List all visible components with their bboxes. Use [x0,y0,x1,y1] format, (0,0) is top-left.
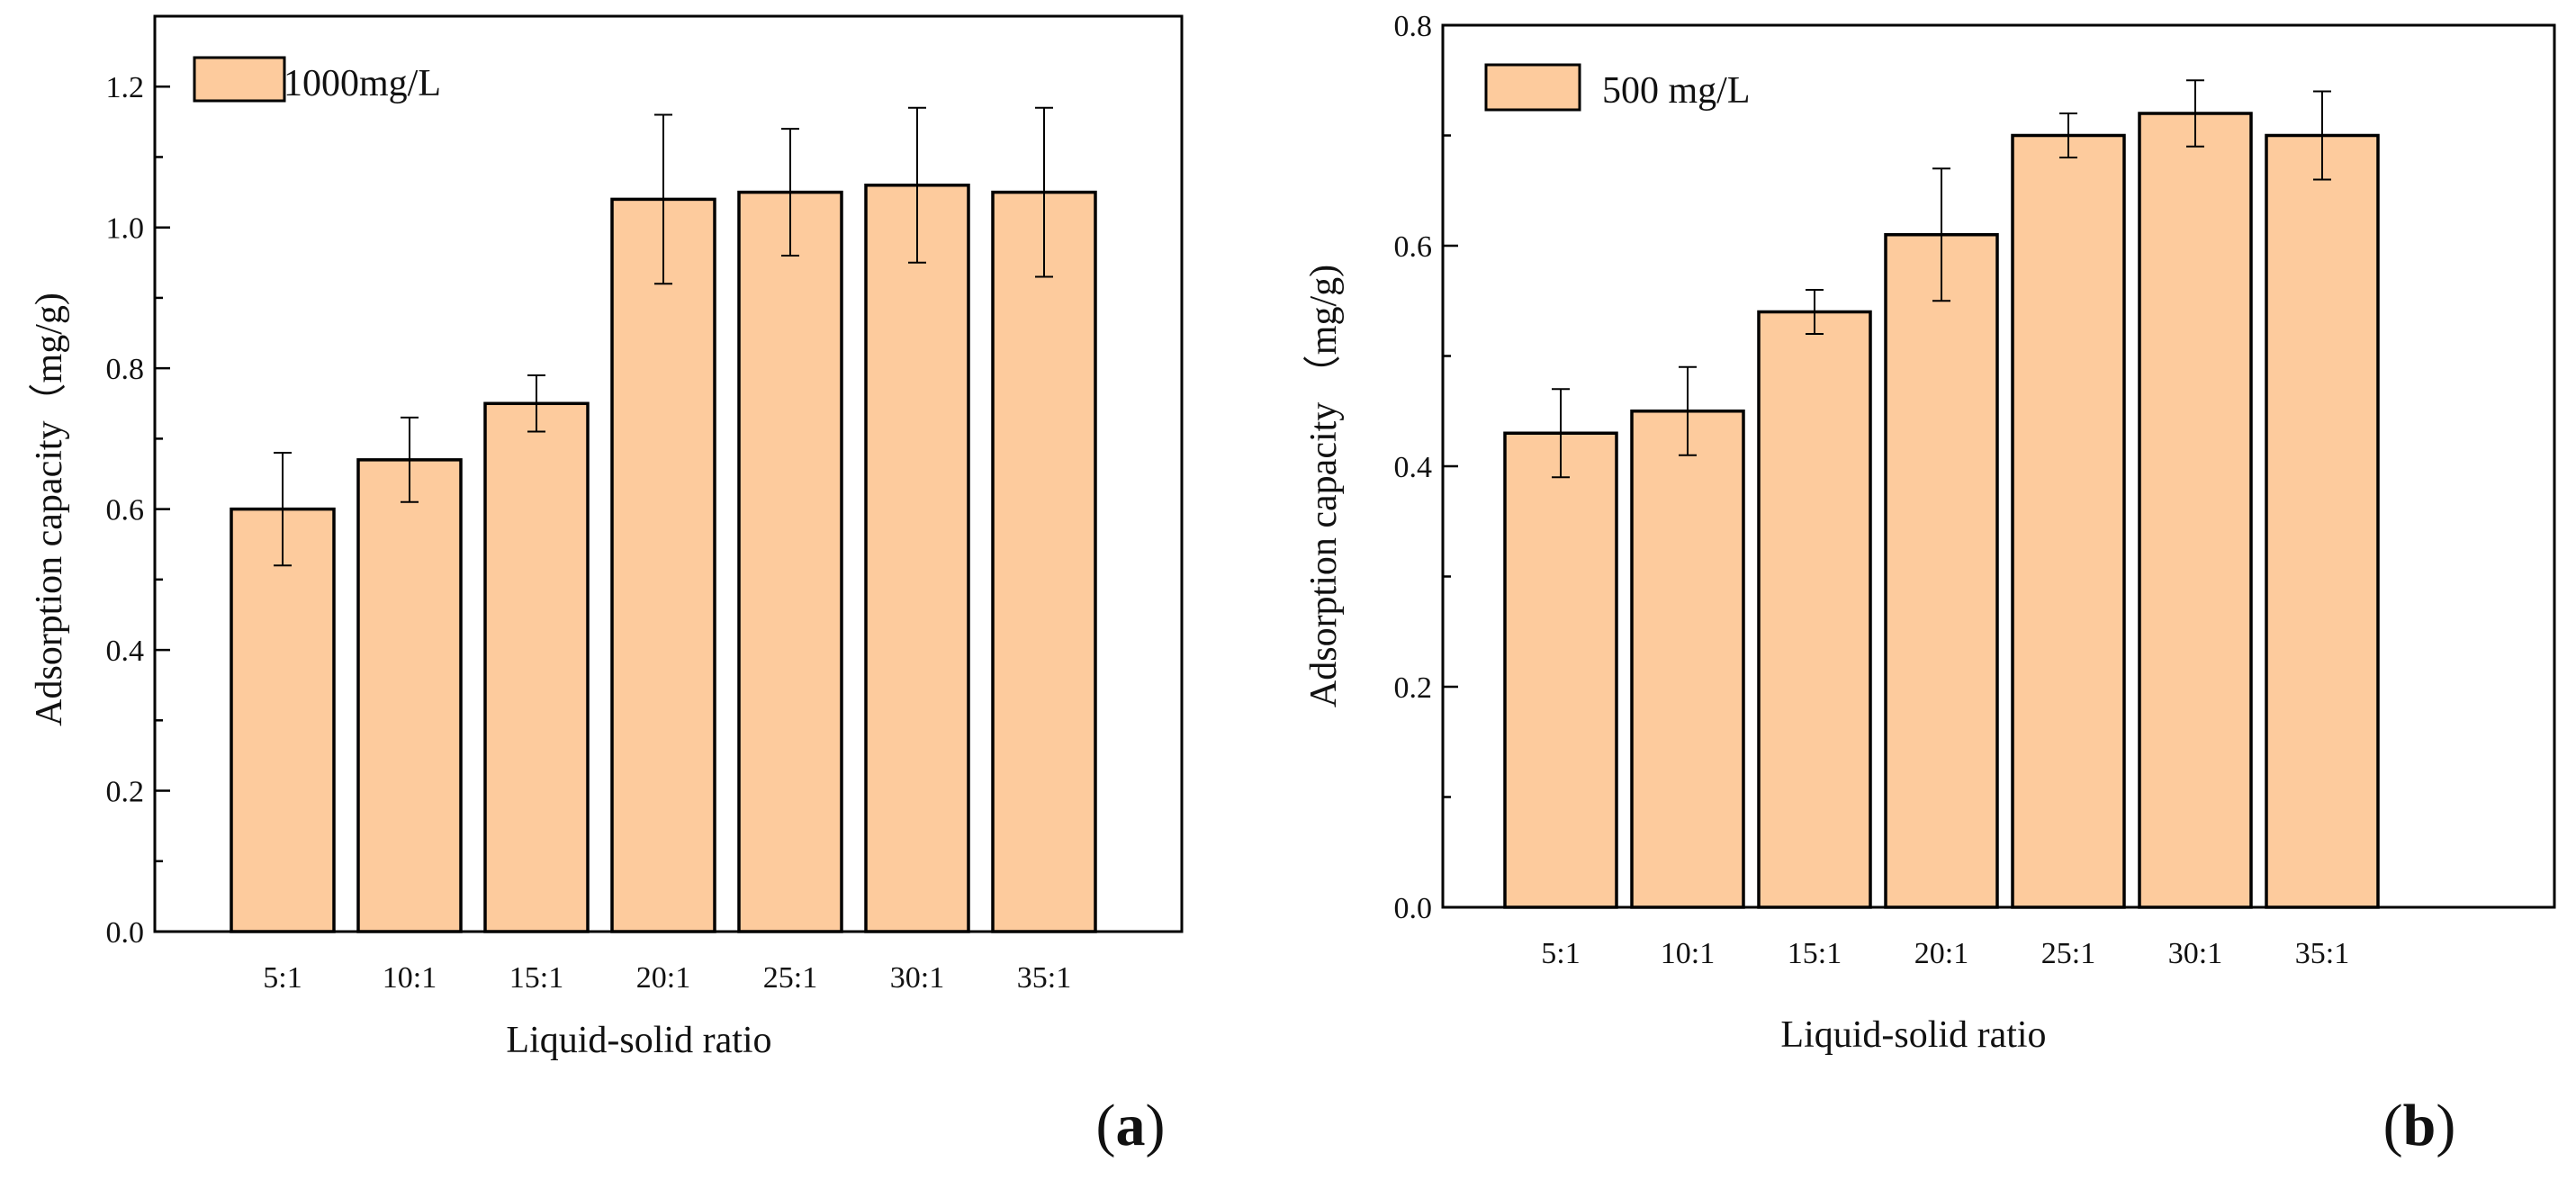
bar-b [2265,133,2380,909]
x-tick-label-a: 15:1 [509,961,563,995]
x-tick-label-b: 10:1 [1661,937,1715,970]
x-tick-label-a: 35:1 [1017,961,1071,995]
y-tick-label-a: 1.0 [106,212,145,246]
y-tick-label-b: 0.4 [1394,451,1433,484]
bar-b [2011,133,2126,909]
legend-swatch-b [1484,63,1581,112]
legend-label-a: 1000mg/L [284,63,441,104]
bar-a [864,184,970,933]
panel-label-b: (b) [2383,1093,2456,1158]
chart-b: 0.0 0.2 0.4 0.6 0.8 5:1 10:1 15:1 20:1 25:1 30:1 35… [1303,10,2556,1158]
panel-letter-a: a [1116,1093,1146,1158]
bar-b [1757,310,1872,909]
chart-a: 0.0 0.2 0.4 0.6 0.8 1.0 1.2 5:1 10:1 15:1 20:1 25:1… [29,14,1184,1158]
x-tick-label-b: 15:1 [1788,937,1842,970]
y-tick-label-b: 0.2 [1394,671,1433,705]
bar-b [2138,112,2253,909]
plot-area-a: 0.0 0.2 0.4 0.6 0.8 1.0 1.2 5:1 10:1 15:1 20:1 25:1… [106,14,1184,995]
y-tick-label-a: 0.2 [106,776,145,809]
y-tick-label-a: 0.6 [106,494,145,527]
x-tick-label-a: 10:1 [383,961,437,995]
y-tick-label-a: 0.0 [106,916,145,950]
bar-a [230,507,336,933]
bar-b [1503,431,1618,909]
bar-a [991,190,1097,933]
legend-swatch-a [193,56,286,103]
y-tick-label-b: 0.8 [1394,10,1433,43]
x-tick-label-b: 30:1 [2168,937,2222,970]
bar-b [1630,410,1745,909]
y-tick-label-a: 0.8 [106,353,145,386]
bar-a [737,190,843,933]
x-axis-title-b: Liquid-solid ratio [1780,1014,2046,1056]
x-tick-label-a: 25:1 [763,961,817,995]
x-tick-label-a: 5:1 [263,961,302,995]
bar-a [356,458,463,933]
y-tick-label-a: 0.4 [106,635,145,668]
legend-label-b: 500 mg/L [1602,70,1751,112]
panel-letter-b: b [2403,1093,2436,1158]
y-axis-title-a: Adsorption capacity（mg/g) [29,293,70,726]
y-tick-label-b: 0.6 [1394,230,1433,264]
bar-b [1884,233,1999,909]
x-tick-label-a: 20:1 [636,961,690,995]
x-tick-label-b: 5:1 [1541,937,1580,970]
x-tick-label-a: 30:1 [890,961,944,995]
x-axis-title-a: Liquid-solid ratio [506,1020,771,1061]
x-tick-label-b: 20:1 [1914,937,1968,970]
y-axis-title-b: Adsorption capacity （mg/g) [1303,265,1345,707]
bar-a [483,401,590,933]
plot-area-b: 0.0 0.2 0.4 0.6 0.8 5:1 10:1 15:1 20:1 25:1 30:1 35… [1394,10,2556,970]
x-tick-label-b: 25:1 [2041,937,2095,970]
bar-a [610,197,716,933]
y-tick-label-b: 0.0 [1394,892,1433,925]
y-tick-label-a: 1.2 [106,71,145,104]
x-tick-label-b: 35:1 [2295,937,2349,970]
panel-label-a: (a) [1096,1093,1166,1158]
